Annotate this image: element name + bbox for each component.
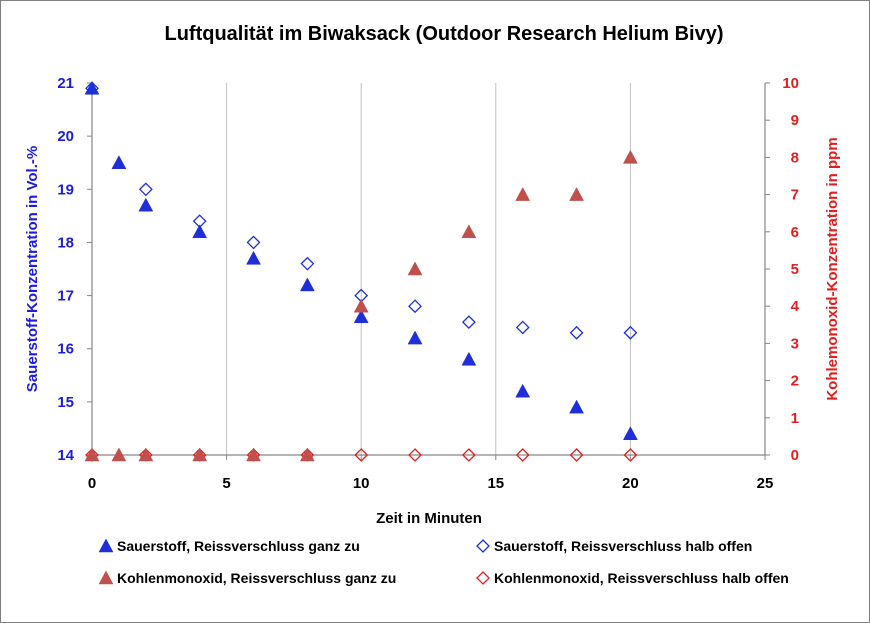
data-point-s1-x18: [569, 325, 584, 340]
data-point-s0-x4: [192, 224, 208, 239]
data-point-s2-x6: [246, 447, 261, 462]
data-point-s0-x10: [353, 309, 369, 324]
data-point-s0-x2: [138, 197, 154, 212]
legend: Sauerstoff, Reissverschluss ganz zu Saue…: [98, 538, 789, 586]
series-0: [84, 80, 638, 440]
data-point-s0-x12: [407, 330, 423, 345]
y-right-tick-label-7: 7: [791, 187, 799, 204]
y-right-tick-label-9: 9: [791, 112, 799, 129]
y-right-tick-label-4: 4: [791, 298, 800, 315]
data-point-s3-x20: [623, 448, 638, 462]
y-left-tick-label-19: 19: [57, 181, 74, 198]
data-point-s2-x1: [111, 447, 127, 462]
data-point-s0-x1: [111, 155, 127, 169]
series-2: [84, 149, 638, 462]
y-left-tick-label-18: 18: [57, 234, 74, 251]
legend-marker-co-half-open: [476, 571, 490, 585]
y-axis-right-title: Kohlemonoxid-Konzentration in ppm: [824, 137, 841, 400]
legend-symbol-3: [476, 571, 490, 585]
data-point-s2-x14: [461, 224, 477, 239]
x-tick-label-15: 15: [487, 475, 504, 492]
data-point-s1-x16: [515, 320, 530, 335]
data-point-s2-x16: [515, 187, 531, 201]
data-point-s0-x6: [246, 250, 261, 265]
data-point-s1-x12: [408, 299, 422, 314]
y-left-tick-label-16: 16: [57, 341, 74, 358]
y-right-tick-label-10: 10: [782, 75, 799, 92]
data-point-s1-x14: [461, 315, 476, 330]
y-right-tick-label-0: 0: [791, 447, 799, 464]
x-tick-label-5: 5: [222, 475, 230, 492]
x-axis-title: Zeit in Minuten: [376, 510, 482, 527]
y-right-tick-label-8: 8: [791, 149, 799, 166]
legend-label-co-half-open: Kohlenmonoxid, Reissverschluss halb offe…: [494, 570, 789, 586]
y-axis-left-title: Sauerstoff-Konzentration in Vol.-%: [24, 146, 41, 392]
data-point-s2-x18: [569, 187, 584, 201]
data-point-s3-x16: [515, 448, 530, 462]
data-point-s3-x10: [354, 448, 369, 462]
y-right-tick-label-1: 1: [791, 410, 799, 427]
data-point-s3-x18: [569, 448, 584, 462]
legend-label-o2-half-open: Sauerstoff, Reissverschluss halb offen: [494, 538, 752, 554]
legend-symbol-1: [476, 539, 490, 553]
data-point-s2-x20: [622, 149, 638, 164]
data-point-s2-x8: [299, 447, 315, 462]
y-right-tick-label-6: 6: [791, 224, 799, 241]
data-point-s3-x12: [408, 448, 422, 462]
y-right-tick-label-2: 2: [791, 373, 799, 390]
data-point-s1-x20: [623, 325, 638, 340]
x-tick-label-20: 20: [622, 475, 639, 492]
legend-symbol-0: [98, 538, 114, 553]
legend-symbol-2: [98, 570, 114, 585]
legend-marker-o2-half-open: [476, 539, 490, 553]
data-point-s2-x10: [353, 298, 369, 313]
data-point-s0-x14: [461, 351, 477, 366]
legend-marker-o2-closed: [98, 538, 114, 553]
legend-item-co-closed: Kohlenmonoxid, Reissverschluss ganz zu: [98, 570, 396, 586]
data-point-s0-x16: [515, 383, 531, 398]
data-point-s1-x2: [138, 182, 153, 197]
x-tick-label-10: 10: [353, 475, 370, 492]
legend-label-o2-closed: Sauerstoff, Reissverschluss ganz zu: [117, 538, 360, 554]
data-point-s1-x6: [246, 235, 261, 250]
y-left-tick-label-14: 14: [57, 447, 74, 464]
legend-item-co-half-open: Kohlenmonoxid, Reissverschluss halb offe…: [476, 570, 789, 586]
y-right-tick-label-3: 3: [791, 335, 799, 352]
y-left-tick-label-20: 20: [57, 128, 74, 145]
legend-label-co-closed: Kohlenmonoxid, Reissverschluss ganz zu: [117, 570, 396, 586]
data-point-s0-x8: [299, 277, 315, 292]
y-left-tick-label-17: 17: [57, 288, 74, 305]
data-point-s2-x2: [138, 447, 154, 462]
data-point-s0-x0: [84, 80, 100, 95]
y-right-tick-label-5: 5: [791, 261, 799, 278]
data-point-s2-x0: [84, 447, 100, 462]
axes-layer: [87, 82, 770, 460]
chart-title: Luftqualität im Biwaksack (Outdoor Resea…: [164, 23, 723, 45]
data-point-s1-x8: [300, 256, 315, 271]
points-layer: [84, 80, 638, 462]
y-left-tick-label-21: 21: [57, 75, 74, 92]
legend-item-o2-closed: Sauerstoff, Reissverschluss ganz zu: [98, 538, 360, 554]
y-left-tick-label-15: 15: [57, 394, 74, 411]
x-tick-label-25: 25: [757, 475, 774, 492]
data-point-s3-x14: [461, 448, 476, 462]
data-point-s2-x4: [192, 447, 208, 462]
data-point-s0-x20: [622, 426, 638, 440]
ticks-layer: 0 5 10 15 20 25 14 15 16 17 18 19 20 21 0 1 2 3 4 5 6 7 8 9 10: [57, 75, 799, 492]
legend-marker-co-closed: [98, 570, 114, 585]
data-point-s0-x18: [569, 399, 584, 414]
data-point-s2-x12: [407, 261, 423, 276]
x-tick-label-0: 0: [88, 475, 96, 492]
legend-item-o2-half-open: Sauerstoff, Reissverschluss halb offen: [476, 538, 752, 554]
